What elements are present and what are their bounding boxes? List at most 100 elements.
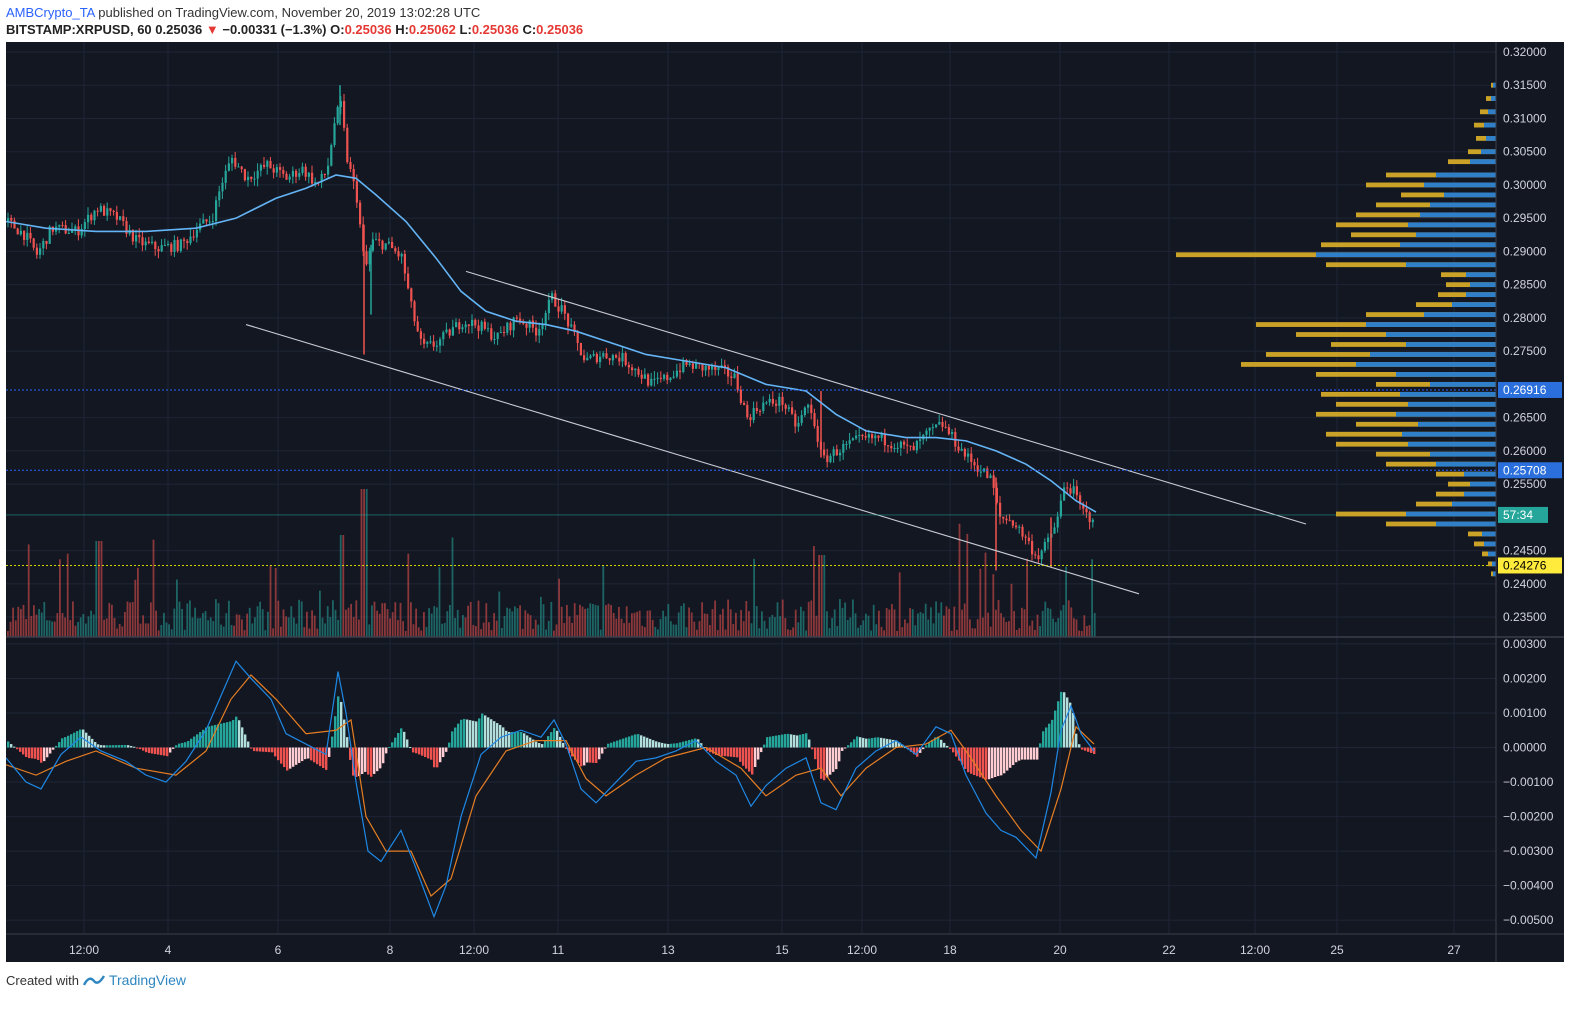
candle-body [871, 434, 874, 439]
chart-area[interactable]: 0.32000 0.31500 0.31000 0.30500 0.30000 0.295… [5, 42, 1564, 962]
volume-profile-bar [1484, 122, 1496, 128]
tradingview-brand[interactable]: TradingView [108, 972, 187, 988]
macd-histogram-bar [877, 737, 880, 748]
price-axis-tick: 0.26000 [1503, 444, 1547, 458]
created-with-label: Created with [6, 972, 79, 988]
macd-histogram-bar [1051, 719, 1054, 748]
candle-body [733, 373, 736, 378]
volume-bar [607, 603, 610, 637]
candle-body [867, 434, 870, 438]
author-link[interactable]: AMBCrypto_TA [6, 5, 95, 20]
publish-line: AMBCrypto_TA published on TradingView.co… [6, 5, 480, 20]
volume-bar [527, 613, 529, 637]
price-chart[interactable]: 0.32000 0.31500 0.31000 0.30500 0.30000 0.295… [5, 42, 1564, 962]
candle-body [221, 182, 224, 192]
volume-bar [493, 613, 495, 637]
volume-bar [407, 553, 410, 637]
volume-bar [839, 599, 841, 637]
macd-histogram-bar [271, 747, 274, 753]
candle-body [637, 368, 640, 375]
macd-histogram-bar [823, 747, 826, 781]
volume-bar [105, 618, 108, 637]
candle-body [928, 427, 931, 431]
tradingview-logo-icon [82, 975, 105, 986]
macd-histogram-bar [34, 747, 37, 759]
volume-bar [753, 558, 755, 637]
time-axis-tick: 13 [661, 943, 675, 957]
volume-bar [189, 600, 191, 637]
volume-bar [241, 619, 243, 637]
candle-body [439, 339, 442, 346]
candle-body [925, 430, 928, 435]
candle-body [1021, 526, 1024, 537]
volume-bar [436, 607, 438, 637]
macd-histogram-bar [55, 745, 58, 748]
volume-bar [423, 612, 425, 637]
candle-body [986, 468, 989, 479]
candle-body [957, 446, 960, 451]
time-axis-tick: 22 [1162, 943, 1176, 957]
volume-bar [272, 628, 274, 637]
macd-histogram-bar [589, 747, 592, 763]
macd-histogram-bar [25, 747, 28, 758]
volume-bar [337, 619, 339, 637]
volume-profile-bar [1481, 149, 1496, 155]
macd-histogram-bar [418, 747, 421, 755]
volume-bar [415, 608, 417, 637]
candle-body [32, 238, 35, 248]
candle-body [547, 299, 550, 314]
volume-bar [183, 629, 186, 637]
macd-histogram-bar [88, 735, 91, 748]
volume-bar [371, 605, 373, 637]
down-triangle-icon: ▼ [205, 22, 219, 37]
macd-histogram-bar [664, 743, 667, 748]
candle-body [663, 374, 666, 379]
candle-body [704, 365, 707, 371]
macd-histogram-bar [244, 734, 247, 748]
volume-bar [300, 601, 303, 637]
volume-bar [1088, 625, 1091, 637]
candle-body [1005, 518, 1008, 521]
volume-bar [566, 604, 568, 637]
volume-bar [186, 603, 189, 637]
candle-body [125, 221, 128, 234]
candle-body [42, 241, 45, 249]
volume-bar [636, 611, 638, 637]
macd-histogram-bar [400, 728, 403, 748]
volume-bar [1075, 619, 1078, 637]
candle-body [816, 426, 819, 442]
candle-body [647, 374, 650, 386]
volume-bar [696, 629, 698, 637]
macd-histogram-bar [7, 741, 10, 748]
volume-bar [956, 629, 958, 637]
candle-body [755, 408, 758, 411]
candle-body [1008, 520, 1011, 522]
volume-bar [90, 610, 92, 637]
price-axis-tick: 0.29000 [1503, 244, 1547, 258]
macd-histogram-bar [160, 747, 163, 756]
candle-body [877, 435, 880, 438]
volume-bar [1052, 618, 1054, 637]
candle-body [528, 320, 531, 328]
candle-body [797, 423, 800, 427]
macd-histogram-bar [223, 722, 226, 748]
volume-bar [25, 619, 27, 637]
macd-histogram-bar [790, 734, 793, 748]
volume-bar [818, 555, 820, 637]
candle-body [368, 250, 371, 265]
volume-bar [948, 608, 950, 637]
macd-histogram-bar [52, 747, 55, 750]
macd-axis-tick: 0.00000 [1503, 741, 1547, 755]
volume-bar [248, 607, 251, 637]
candle-body [634, 368, 637, 371]
candle-body [909, 445, 912, 447]
volume-profile-bar [1493, 571, 1496, 577]
volume-bar [168, 624, 170, 637]
volume-bar [7, 630, 9, 637]
candle-body [403, 253, 406, 274]
macd-histogram-bar [712, 747, 715, 754]
volume-bar [410, 602, 412, 637]
candle-body [224, 170, 227, 183]
volume-bar [66, 553, 69, 637]
macd-histogram-bar [346, 737, 349, 748]
